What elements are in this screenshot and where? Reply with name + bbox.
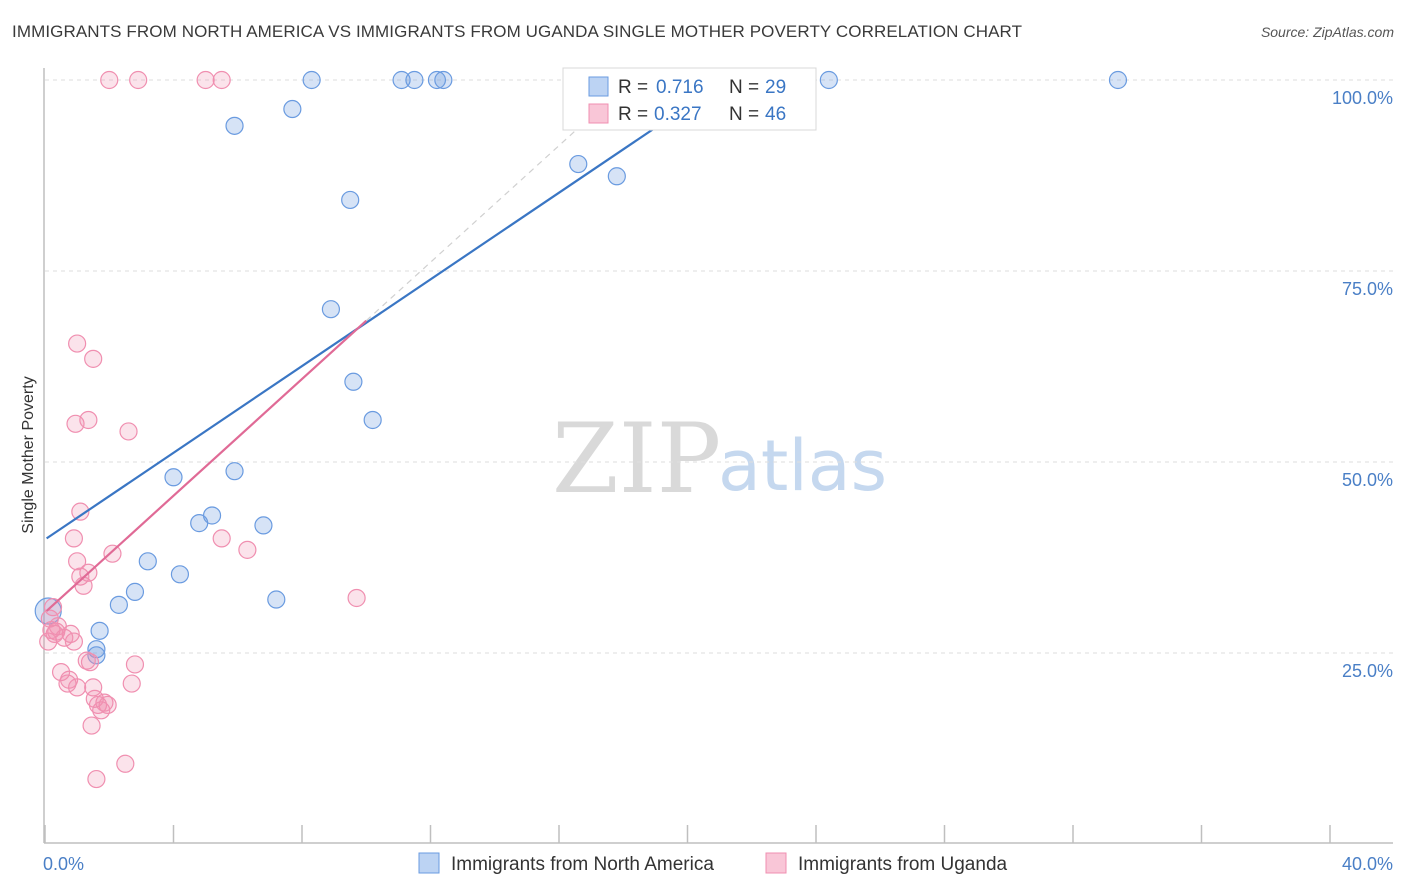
point-north-america-20 xyxy=(392,70,411,90)
point-north-america-10 xyxy=(225,462,244,481)
point-uganda-42 xyxy=(196,70,215,90)
point-north-america-4 xyxy=(125,582,145,601)
point-north-america-14 xyxy=(283,99,302,119)
series-uganda-points xyxy=(39,70,366,789)
point-north-america-5 xyxy=(138,552,157,571)
point-north-america-9 xyxy=(202,506,222,525)
point-uganda-37 xyxy=(212,529,231,548)
point-uganda-26 xyxy=(103,544,122,563)
trend-north-america xyxy=(45,79,727,540)
point-north-america-17 xyxy=(321,300,341,319)
y-tick-label-50: 50.0% xyxy=(1342,470,1393,490)
point-uganda-32 xyxy=(68,334,87,353)
point-north-america-21 xyxy=(405,70,424,90)
point-uganda-27 xyxy=(82,716,101,735)
point-north-america-27 xyxy=(1108,70,1128,90)
legend-n-value-uganda: 46 xyxy=(765,104,786,125)
bottom-legend-swatch-uganda xyxy=(765,852,787,874)
point-uganda-12 xyxy=(64,529,84,548)
point-north-america-24 xyxy=(569,154,588,174)
y-axis-label: Single Mother Poverty xyxy=(20,376,37,533)
point-north-america-28 xyxy=(87,646,106,665)
legend-n-label-north-america: N = xyxy=(729,77,759,98)
trend-lines xyxy=(45,71,727,612)
point-uganda-9 xyxy=(64,632,84,651)
point-uganda-39 xyxy=(347,588,366,608)
chart-title: IMMIGRANTS FROM NORTH AMERICA VS IMMIGRA… xyxy=(12,22,1023,41)
point-north-america-6 xyxy=(164,468,183,487)
legend-n-value-north-america: 29 xyxy=(765,77,786,98)
point-uganda-13 xyxy=(68,552,87,571)
legend-swatch-north-america xyxy=(588,76,609,97)
point-uganda-31 xyxy=(79,410,98,430)
stats-legend: R = 0.716 N = 29 R = 0.327 N = 46 xyxy=(562,67,817,131)
point-north-america-12 xyxy=(267,590,286,609)
point-uganda-29 xyxy=(116,754,135,773)
y-tick-label-75: 75.0% xyxy=(1342,279,1393,299)
grid xyxy=(45,79,1393,654)
point-uganda-40 xyxy=(100,70,119,90)
point-uganda-35 xyxy=(125,655,145,674)
legend-r-label-north-america: R = xyxy=(618,77,648,98)
point-uganda-43 xyxy=(212,70,231,90)
legend-r-label-uganda: R = xyxy=(618,104,648,125)
point-north-america-19 xyxy=(363,410,382,430)
point-uganda-11 xyxy=(68,678,87,697)
point-north-america-7 xyxy=(170,565,190,584)
y-tick-label-25: 25.0% xyxy=(1342,661,1393,681)
point-uganda-24 xyxy=(95,693,114,712)
legend-r-value-uganda: 0.327 xyxy=(654,104,702,125)
legend-swatch-uganda xyxy=(588,103,609,124)
source-label: Source: ZipAtlas.com xyxy=(1260,24,1394,40)
legend-n-label-uganda: N = xyxy=(729,104,759,125)
point-uganda-14 xyxy=(71,502,90,521)
point-north-america-25 xyxy=(607,167,626,186)
trend-uganda xyxy=(45,319,367,612)
point-uganda-34 xyxy=(119,422,138,441)
point-north-america-15 xyxy=(302,70,321,90)
point-uganda-33 xyxy=(84,349,103,368)
series-legend: Immigrants from North America Immigrants… xyxy=(418,852,1008,875)
series-north-america-points xyxy=(34,70,1128,665)
watermark-atlas: atlas xyxy=(718,425,887,507)
bottom-legend-label-north-america: Immigrants from North America xyxy=(451,854,714,875)
point-uganda-2 xyxy=(43,598,63,617)
point-north-america-16 xyxy=(341,190,360,210)
point-uganda-19 xyxy=(84,678,103,697)
point-uganda-38 xyxy=(238,540,257,559)
point-north-america-22 xyxy=(427,70,447,90)
y-tick-label-100: 100.0% xyxy=(1332,88,1393,108)
bottom-legend-label-uganda: Immigrants from Uganda xyxy=(798,854,1008,875)
point-uganda-41 xyxy=(129,70,148,90)
x-tick-label-max: 40.0% xyxy=(1342,854,1393,874)
point-uganda-45 xyxy=(40,609,59,628)
point-north-america-13 xyxy=(225,116,244,135)
point-north-america-26 xyxy=(819,70,838,90)
point-north-america-2 xyxy=(90,621,109,640)
point-uganda-18 xyxy=(80,653,100,672)
x-tick-label-min: 0.0% xyxy=(43,854,84,874)
point-north-america-3 xyxy=(109,595,128,614)
point-uganda-25 xyxy=(98,695,117,715)
point-north-america-18 xyxy=(344,372,363,391)
point-uganda-36 xyxy=(122,674,141,693)
bottom-legend-swatch-north-america xyxy=(418,852,440,874)
legend-r-value-north-america: 0.716 xyxy=(656,77,704,98)
point-north-america-23 xyxy=(434,70,453,90)
watermark-zip: ZIP xyxy=(552,403,721,515)
point-uganda-28 xyxy=(87,769,106,789)
point-north-america-11 xyxy=(254,516,273,535)
axes xyxy=(43,68,1393,844)
